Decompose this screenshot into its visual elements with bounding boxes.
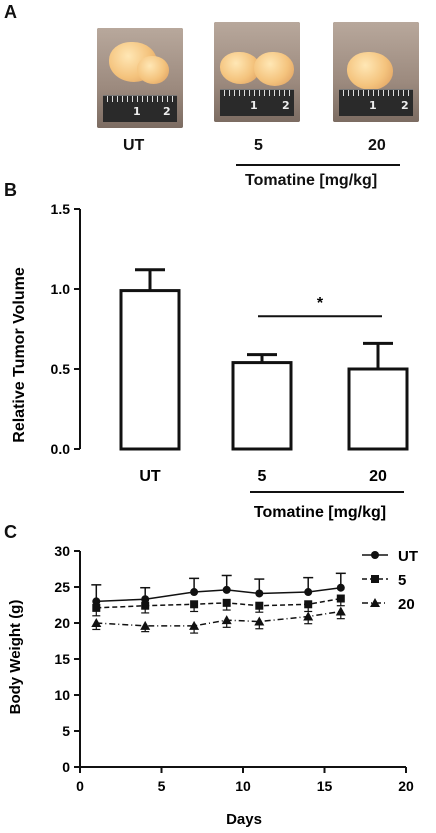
line-chart-xtick-label: 0: [76, 778, 84, 794]
series-point-UT: [222, 585, 231, 594]
group-label-b: Tomatine [mg/kg]: [254, 504, 386, 521]
legend-marker: [371, 575, 379, 583]
photo-label-ut: UT: [123, 137, 145, 154]
panel-label-a: A: [4, 2, 17, 22]
line-chart-ytick-label: 15: [54, 651, 70, 667]
line-chart-xtick-label: 10: [235, 778, 251, 794]
series-point-20: [303, 611, 314, 621]
line-chart-xlabel: Days: [226, 811, 262, 828]
series-point-5: [190, 600, 199, 609]
line-chart-ytick-label: 0: [62, 759, 70, 775]
series-point-20: [221, 615, 232, 625]
bar-chart: Relative Tumor Volume 0.0 0.5 1.0 1.5 UT 5 20 *…: [11, 201, 409, 521]
line-chart-ylabel: Body Weight (g): [7, 600, 24, 715]
series-point-UT: [255, 589, 264, 598]
significance-marker: *: [317, 295, 324, 312]
legend-marker: [370, 598, 380, 607]
series-point-20: [189, 620, 200, 630]
photo-label-20: 20: [368, 137, 386, 154]
group-bracket-a: [236, 164, 400, 166]
bar-chart-ylabel: Relative Tumor Volume: [11, 267, 28, 443]
series-point-UT: [304, 588, 313, 597]
legend-label: 20: [398, 596, 415, 613]
series-point-5: [222, 598, 231, 607]
line-chart: Body Weight (g) Days 0 5 10 15 20 25 30 0 5 10 15 2…: [7, 543, 418, 828]
series-point-5: [92, 603, 101, 612]
photo-label-5: 5: [254, 137, 263, 154]
bar-category-label: 20: [369, 468, 387, 485]
series-point-UT: [190, 588, 199, 597]
group-label-a: Tomatine [mg/kg]: [245, 172, 378, 189]
line-chart-ytick-label: 25: [54, 579, 70, 595]
legend-label: 5: [398, 572, 406, 589]
series-point-5: [304, 600, 313, 609]
series-point-UT: [92, 597, 101, 606]
series-point-20: [91, 618, 102, 627]
bar-category-label: UT: [139, 468, 161, 485]
line-chart-ytick-label: 5: [62, 723, 70, 739]
line-chart-ytick-label: 10: [54, 687, 70, 703]
bar: [347, 367, 409, 451]
bar-category-label: 5: [258, 468, 267, 485]
series-point-20: [140, 620, 151, 630]
bar: [119, 289, 181, 451]
line-chart-ytick-label: 30: [54, 543, 70, 559]
panel-label-b: B: [4, 180, 17, 200]
panel-label-c: C: [4, 522, 17, 542]
bar-chart-ytick-label: 1.5: [51, 201, 71, 217]
series-point-20: [254, 616, 265, 626]
series-line-UT: [96, 586, 341, 603]
series-point-5: [141, 601, 150, 610]
bar: [231, 361, 293, 451]
series-point-5: [255, 601, 264, 610]
series-point-UT: [141, 595, 150, 604]
series-line-20: [96, 610, 341, 627]
series-point-20: [335, 606, 346, 616]
legend-label: UT: [398, 548, 418, 565]
bar-chart-ytick-label: 0.5: [51, 361, 71, 377]
line-chart-xtick-label: 5: [158, 778, 166, 794]
legend-marker: [371, 551, 379, 559]
line-chart-xtick-label: 20: [398, 778, 414, 794]
line-chart-ytick-label: 20: [54, 615, 70, 631]
series-point-5: [336, 594, 345, 603]
bar-chart-ytick-label: 1.0: [51, 281, 71, 297]
bar-chart-ytick-label: 0.0: [51, 441, 71, 457]
line-chart-xtick-label: 15: [317, 778, 333, 794]
series-point-UT: [336, 583, 345, 592]
